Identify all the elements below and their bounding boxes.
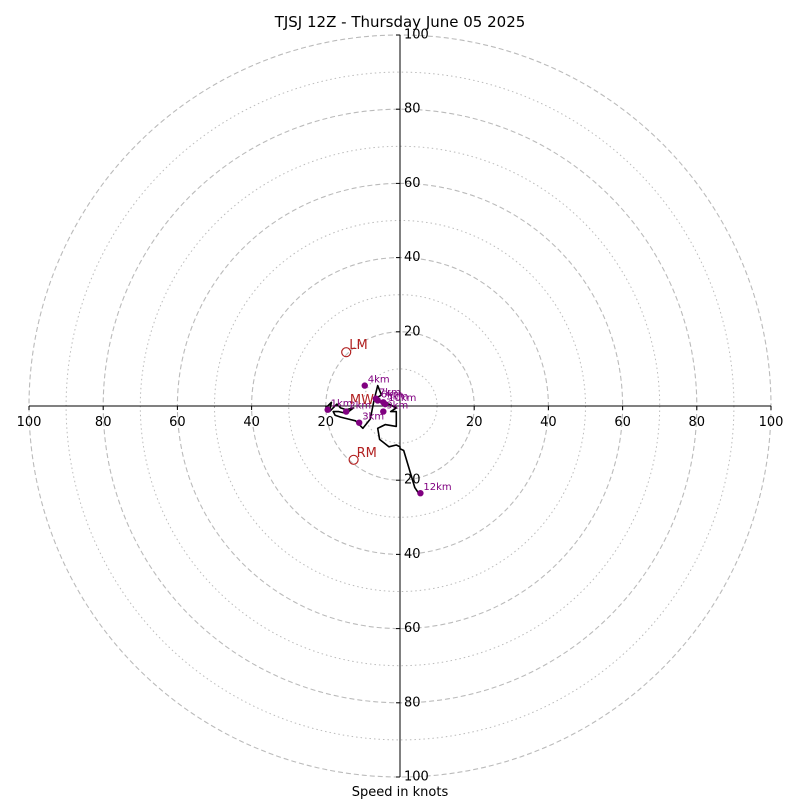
hodograph-trace (325, 384, 420, 494)
mean-wind-label: MW (350, 393, 374, 408)
y-tick-label: 40 (404, 547, 421, 562)
height-marker (372, 395, 380, 402)
x-tick-label: 60 (169, 415, 186, 430)
y-tick-label: 60 (404, 176, 421, 191)
height-label: 4km (368, 375, 390, 386)
height-label: 10km (388, 393, 416, 404)
height-label: 1km (331, 399, 353, 410)
x-axis-label: Speed in knots (352, 785, 449, 800)
storm-motion-label: RM (357, 446, 377, 461)
chart-title: TJSJ 12Z - Thursday June 05 2025 (274, 13, 526, 31)
axes (29, 35, 771, 777)
y-tick-label: 60 (404, 621, 421, 636)
height-label: 7km (379, 388, 401, 399)
y-tick-label: 20 (404, 324, 421, 339)
x-tick-label: 40 (540, 415, 557, 430)
y-tick-label: 100 (404, 770, 429, 785)
height-marker (380, 408, 387, 415)
height-label: 2km (349, 401, 371, 412)
height-marker (324, 406, 331, 413)
height-label: 3km (362, 412, 384, 423)
height-label: 6km (381, 389, 403, 400)
storm-motion-marker (348, 454, 359, 465)
y-tick-label: 40 (404, 250, 421, 265)
x-tick-label: 60 (614, 415, 631, 430)
x-tick-label: 80 (95, 415, 112, 430)
x-tick-label: 100 (17, 415, 42, 430)
storm-motions: LM RM MW (341, 338, 377, 465)
storm-motion-marker (341, 347, 352, 358)
height-marker (381, 400, 389, 408)
x-tick-label: 20 (466, 415, 483, 430)
height-marker (417, 489, 424, 497)
height-label: 9km (386, 401, 408, 412)
storm-motion-label: LM (349, 338, 367, 353)
y-tick-label: 80 (404, 102, 421, 117)
tick-labels: 1001008080606040402020202040406060808010… (17, 28, 784, 785)
x-tick-label: 20 (318, 415, 335, 430)
height-label: 12km (423, 482, 451, 493)
x-tick-label: 80 (689, 415, 706, 430)
height-marker (355, 419, 363, 426)
wind-profile (325, 384, 420, 494)
height-label: 5km (386, 391, 408, 402)
y-tick-label: 100 (404, 28, 429, 43)
x-tick-label: 40 (243, 415, 260, 430)
height-marker (343, 408, 350, 415)
x-tick-label: 100 (759, 415, 784, 430)
y-tick-label: 80 (404, 695, 421, 710)
height-marker (361, 382, 368, 389)
